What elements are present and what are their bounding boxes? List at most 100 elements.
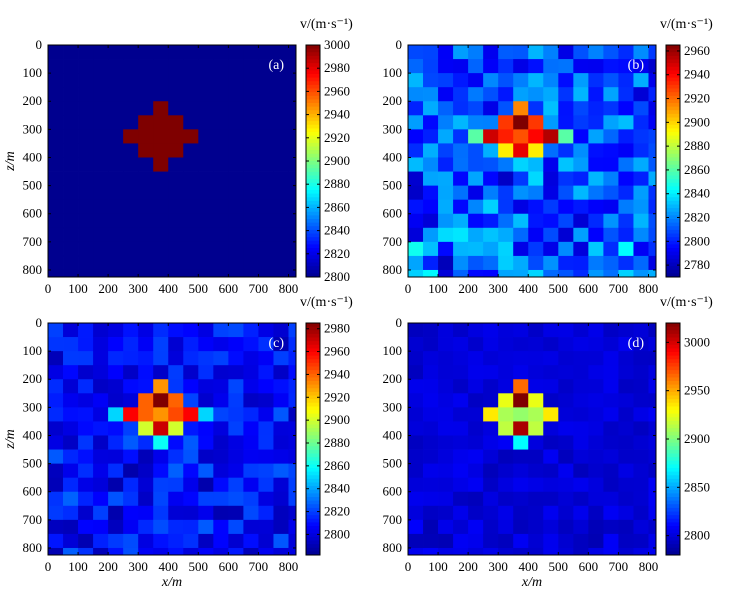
heatmap-cell (48, 101, 64, 116)
heatmap-cell (543, 491, 559, 507)
heatmap-cell (198, 407, 214, 422)
heatmap-cell (573, 547, 589, 556)
heatmap-cell (438, 449, 454, 465)
heatmap-cell (288, 379, 297, 394)
heatmap-cell (603, 365, 619, 380)
heatmap-cell (123, 407, 139, 422)
heatmap-cell (498, 45, 514, 60)
heatmap-cell (48, 393, 64, 408)
heatmap-cell (633, 269, 649, 278)
colorbar-tick-label: 2860 (684, 162, 710, 177)
colorbar-band (306, 77, 320, 82)
heatmap-cell (423, 365, 439, 380)
y-tick-label: 400 (23, 427, 43, 442)
y-tick-label: 200 (383, 371, 403, 386)
colorbar-band (306, 124, 320, 129)
heatmap-cell (243, 365, 259, 380)
heatmap-cell (558, 435, 574, 450)
heatmap-cell (48, 59, 64, 74)
heatmap-cell (573, 407, 589, 422)
colorbar-band (306, 88, 320, 93)
heatmap-cell (93, 101, 109, 116)
x-tick-label: 800 (639, 281, 659, 296)
heatmap-cell (168, 227, 184, 243)
colorbar-band (666, 439, 680, 444)
heatmap-cell (543, 157, 559, 172)
heatmap-cell (453, 449, 469, 465)
colorbar-band (306, 497, 320, 502)
colorbar-band (666, 255, 680, 260)
heatmap-cell (183, 337, 199, 352)
colorbar-tick-label: 2820 (684, 210, 710, 225)
heatmap-cell (48, 337, 64, 352)
heatmap-cell (423, 143, 439, 158)
heatmap-cell (48, 269, 64, 278)
heatmap-cell (138, 505, 154, 521)
colorbar-tick-label: 2860 (324, 458, 350, 473)
heatmap-cell (288, 519, 297, 535)
colorbar-band (666, 197, 680, 202)
colorbar-tick-label: 2900 (324, 153, 350, 168)
heatmap-cell (633, 87, 649, 102)
heatmap-cell (108, 255, 124, 271)
colorbar-band (306, 355, 320, 360)
heatmap-cell (288, 213, 297, 229)
heatmap-cell (78, 365, 94, 380)
heatmap-cell (153, 323, 169, 338)
heatmap-cell (543, 407, 559, 422)
colorbar-band (306, 255, 320, 260)
heatmap-cell (408, 449, 424, 465)
heatmap-cell (243, 269, 259, 278)
heatmap-cell (618, 351, 634, 366)
colorbar-band (306, 413, 320, 418)
heatmap-cell (543, 421, 559, 436)
colorbar-band (666, 377, 680, 382)
heatmap-cell (633, 519, 649, 535)
heatmap-cell (258, 505, 274, 521)
heatmap-cell (588, 227, 604, 243)
heatmap-cell (258, 101, 274, 116)
heatmap-cell (423, 269, 439, 278)
heatmap-cell (63, 73, 79, 88)
colorbar-band (666, 211, 680, 216)
heatmap-cell (423, 241, 439, 257)
colorbar-band (306, 179, 320, 184)
heatmap-cell (528, 365, 544, 380)
heatmap-cell (273, 505, 289, 521)
heatmap-cell (558, 227, 574, 243)
heatmap-cell (528, 185, 544, 201)
colorbar-band (306, 500, 320, 505)
y-tick-label: 700 (383, 234, 403, 249)
colorbar-band (666, 99, 680, 104)
heatmap-cell (558, 87, 574, 102)
heatmap-cell (438, 129, 454, 144)
heatmap-cell (228, 171, 244, 187)
heatmap-cell (138, 255, 154, 271)
heatmap-cell (633, 185, 649, 201)
heatmap-cell (93, 185, 109, 201)
heatmap-cell (63, 421, 79, 436)
heatmap-cell (483, 157, 499, 172)
heatmap-cell (543, 547, 559, 556)
heatmap-cell (408, 365, 424, 380)
heatmap-cell (603, 351, 619, 366)
heatmap-cell (273, 213, 289, 229)
colorbar-band (306, 219, 320, 224)
heatmap-cell (78, 435, 94, 450)
heatmap-cell (93, 393, 109, 408)
colorbar-band (666, 381, 680, 386)
heatmap-cell (213, 407, 229, 422)
heatmap-cell (573, 491, 589, 507)
heatmap-cell (258, 171, 274, 187)
heatmap-cell (483, 73, 499, 88)
heatmap-cell (198, 87, 214, 102)
heatmap-cell (138, 185, 154, 201)
colorbar-band (666, 219, 680, 224)
heatmap-cell (408, 323, 424, 338)
heatmap-cell (558, 477, 574, 493)
colorbar-band (666, 273, 680, 278)
heatmap-cell (423, 45, 439, 60)
heatmap-cell (153, 393, 169, 408)
heatmap-cell (228, 351, 244, 366)
heatmap-cell (453, 129, 469, 144)
